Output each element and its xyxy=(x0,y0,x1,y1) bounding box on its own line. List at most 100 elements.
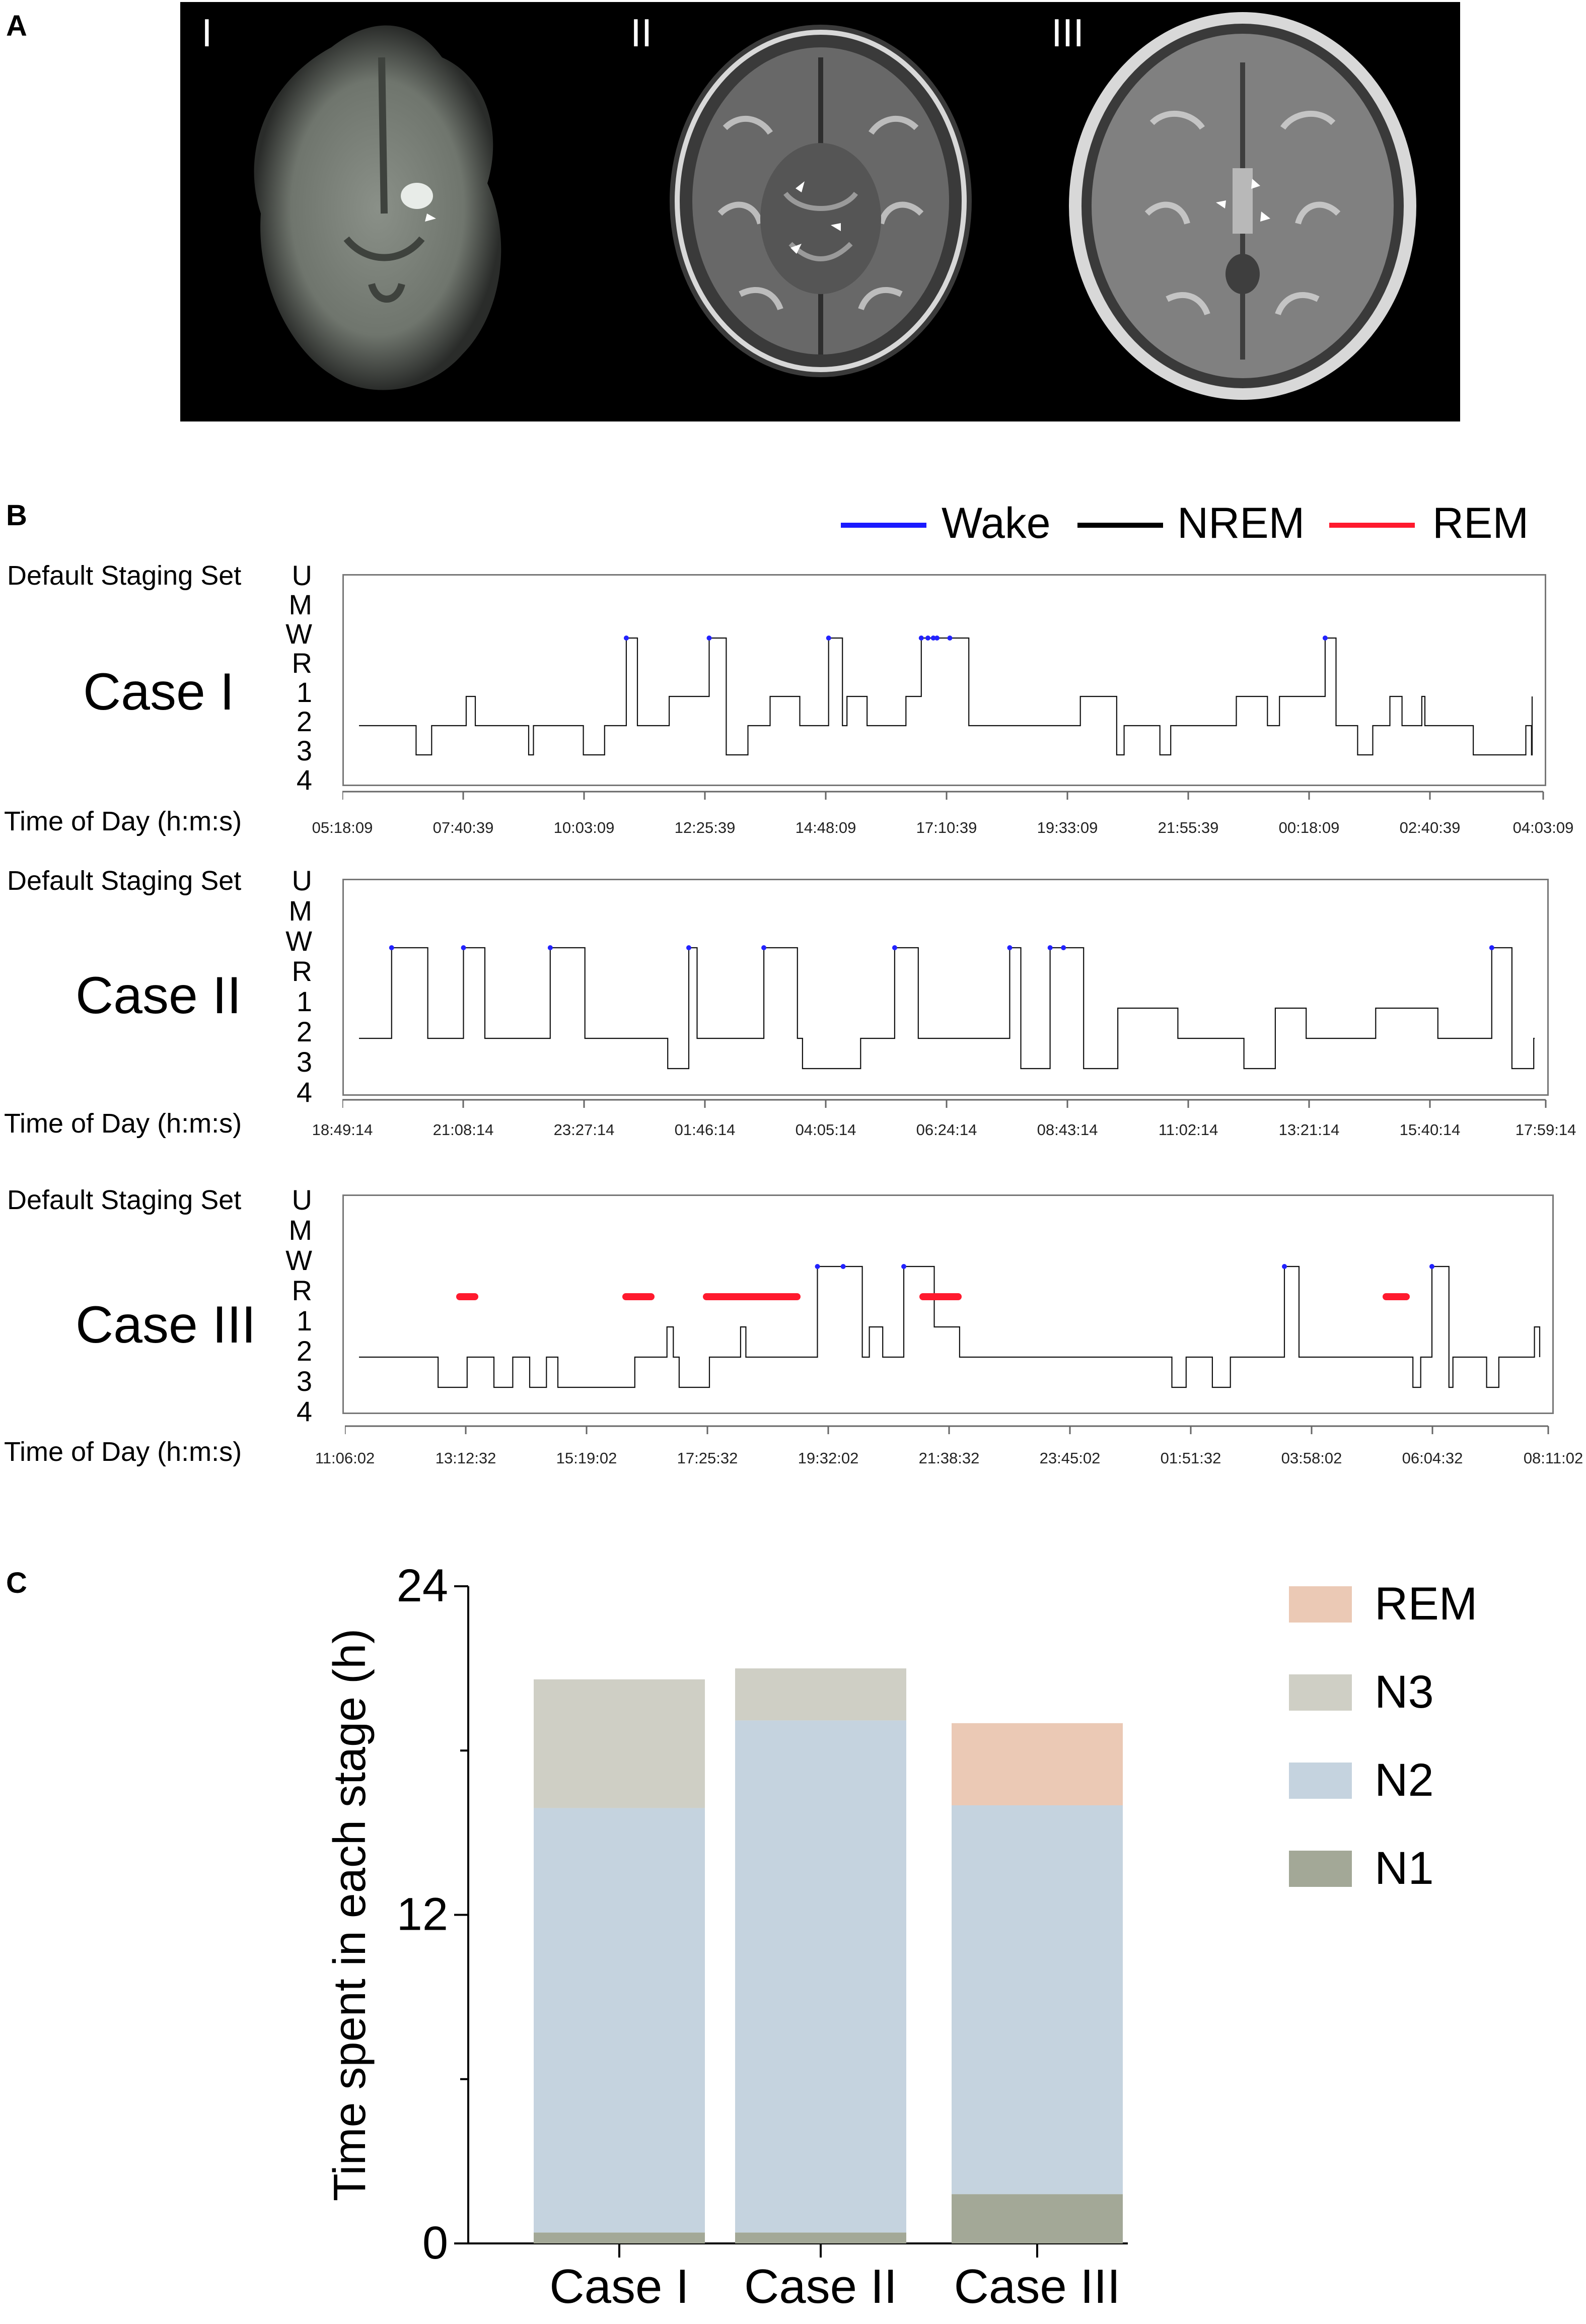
x-tick-label: 11:06:02 xyxy=(315,1449,375,1467)
x-tick-label: 02:40:39 xyxy=(1399,819,1461,836)
wake-marker xyxy=(925,636,930,641)
wake-marker xyxy=(706,636,712,641)
wake-marker xyxy=(947,636,953,641)
case-2-x-title: Time of Day (h:m:s) xyxy=(4,1108,242,1139)
wake-marker xyxy=(840,1264,846,1269)
x-tick-label: 15:40:14 xyxy=(1399,1121,1461,1139)
wake-marker xyxy=(826,636,831,641)
case-1-hypnogram xyxy=(342,574,1546,786)
wake-marker xyxy=(1007,945,1013,950)
wake-marker xyxy=(1047,945,1053,950)
x-tick-label: 04:03:09 xyxy=(1512,819,1574,836)
x-tick-label: 03:58:02 xyxy=(1281,1449,1342,1467)
case-1-x-ticks: 05:18:09 07:40:39 10:03:09 12:25:39 14:4… xyxy=(312,791,1573,836)
bar-n2-1 xyxy=(735,1720,906,2233)
case-3-hypnogram xyxy=(342,1194,1554,1414)
x-tick-label: 06:24:14 xyxy=(916,1121,977,1139)
stage-label: M xyxy=(289,895,312,927)
panel-c-label: C xyxy=(6,1567,27,1599)
wake-marker xyxy=(930,636,936,641)
mri-image-3: III xyxy=(1031,2,1460,421)
stage-label: R xyxy=(292,647,312,679)
mri-image-2-label: II xyxy=(630,11,653,55)
x-tick-label: 18:49:14 xyxy=(312,1121,373,1139)
stage-label: 2 xyxy=(296,706,312,737)
stage-label: U xyxy=(292,865,312,896)
x-tick-label: 15:19:02 xyxy=(556,1449,617,1467)
nrem-trace xyxy=(359,637,1533,756)
stage-label: R xyxy=(292,1275,312,1306)
x-tick-label: 23:45:02 xyxy=(1039,1449,1101,1467)
x-category-label: Case III xyxy=(954,2260,1121,2313)
wake-marker xyxy=(761,945,767,950)
wake-marker xyxy=(815,1264,820,1269)
stage-label: W xyxy=(285,1244,312,1276)
x-tick-label: 00:18:09 xyxy=(1278,819,1340,836)
legend-wake: Wake xyxy=(841,499,1072,549)
bar-n3-0 xyxy=(534,1679,705,1808)
wake-marker xyxy=(1489,945,1494,950)
stage-label: U xyxy=(292,559,312,591)
stage-label: 2 xyxy=(296,1016,312,1047)
wake-marker xyxy=(1322,636,1328,641)
wake-marker xyxy=(934,636,940,641)
x-tick-label: 17:10:39 xyxy=(916,819,977,836)
mri-image-2: II xyxy=(609,2,1031,421)
legend-rem-swatch xyxy=(1329,523,1415,528)
x-tick-label: 11:02:14 xyxy=(1158,1121,1218,1139)
legend-n2-swatch xyxy=(1289,1763,1352,1799)
case-3-x-title: Time of Day (h:m:s) xyxy=(4,1437,242,1467)
stage-label: 1 xyxy=(296,1305,312,1336)
legend-n2-label: N2 xyxy=(1375,1754,1434,1806)
legend-nrem-label: NREM xyxy=(1177,499,1305,547)
mri-image-1-label: I xyxy=(201,11,212,55)
y-axis-title: Time spent in each stage (h) xyxy=(325,1629,375,2201)
wake-marker xyxy=(918,636,924,641)
stage-label: 4 xyxy=(296,1076,312,1108)
legend-rem-label: REM xyxy=(1375,1578,1477,1630)
x-tick-label: 19:32:02 xyxy=(798,1449,859,1467)
legend-n1-swatch xyxy=(1289,1851,1352,1887)
nrem-trace xyxy=(359,947,1535,1070)
x-category-label: Case II xyxy=(744,2260,897,2313)
wake-marker xyxy=(892,945,897,950)
x-tick-label: 05:18:09 xyxy=(312,819,373,836)
bar-n1-2 xyxy=(952,2194,1123,2243)
x-tick-label: 08:43:14 xyxy=(1037,1121,1098,1139)
x-tick-label: 23:27:14 xyxy=(553,1121,615,1139)
x-tick-label: 21:55:39 xyxy=(1158,819,1219,836)
stage-label: M xyxy=(289,589,312,620)
stage-label: 1 xyxy=(296,676,312,708)
stage-label: 4 xyxy=(296,764,312,796)
bar-n2-2 xyxy=(952,1805,1123,2195)
wake-marker xyxy=(547,945,553,950)
x-category-label: Case I xyxy=(549,2260,689,2313)
mri-image-3-label: III xyxy=(1051,11,1085,55)
x-tick-label: 01:51:32 xyxy=(1160,1449,1221,1467)
legend-rem-label: REM xyxy=(1432,499,1529,547)
legend-n3-label: N3 xyxy=(1375,1666,1434,1718)
bar-n1-1 xyxy=(735,2232,906,2243)
mri-image-1: I xyxy=(180,2,609,421)
legend-nrem-swatch xyxy=(1077,523,1163,528)
wake-marker xyxy=(623,636,629,641)
wake-marker xyxy=(389,945,394,950)
wake-marker xyxy=(461,945,466,950)
case-3-x-ticks: 11:06:02 13:12:32 15:19:02 17:25:32 19:3… xyxy=(315,1425,1583,1470)
legend-wake-label: Wake xyxy=(942,499,1051,547)
stage-label: W xyxy=(285,618,312,650)
case-1-x-title: Time of Day (h:m:s) xyxy=(4,806,242,836)
bar-n1-0 xyxy=(534,2232,705,2243)
case-3-label: Case III xyxy=(76,1296,256,1354)
stage-label: R xyxy=(292,955,312,987)
case-2-x-ticks: 18:49:14 21:08:14 23:27:14 01:46:14 04:0… xyxy=(312,1099,1576,1144)
legend-wake-swatch xyxy=(841,523,926,528)
stage-label: 3 xyxy=(296,1046,312,1078)
stacked-bar-chart: 0 12 24 Time spent in each stage (h) Case I C… xyxy=(325,1560,1477,2313)
wake-marker xyxy=(686,945,691,950)
bar-n3-1 xyxy=(735,1668,906,1721)
nrem-trace xyxy=(359,1265,1541,1388)
stage-label: U xyxy=(292,1184,312,1216)
y-tick-label: 0 xyxy=(422,2217,448,2269)
x-tick-label: 07:40:39 xyxy=(432,819,494,836)
